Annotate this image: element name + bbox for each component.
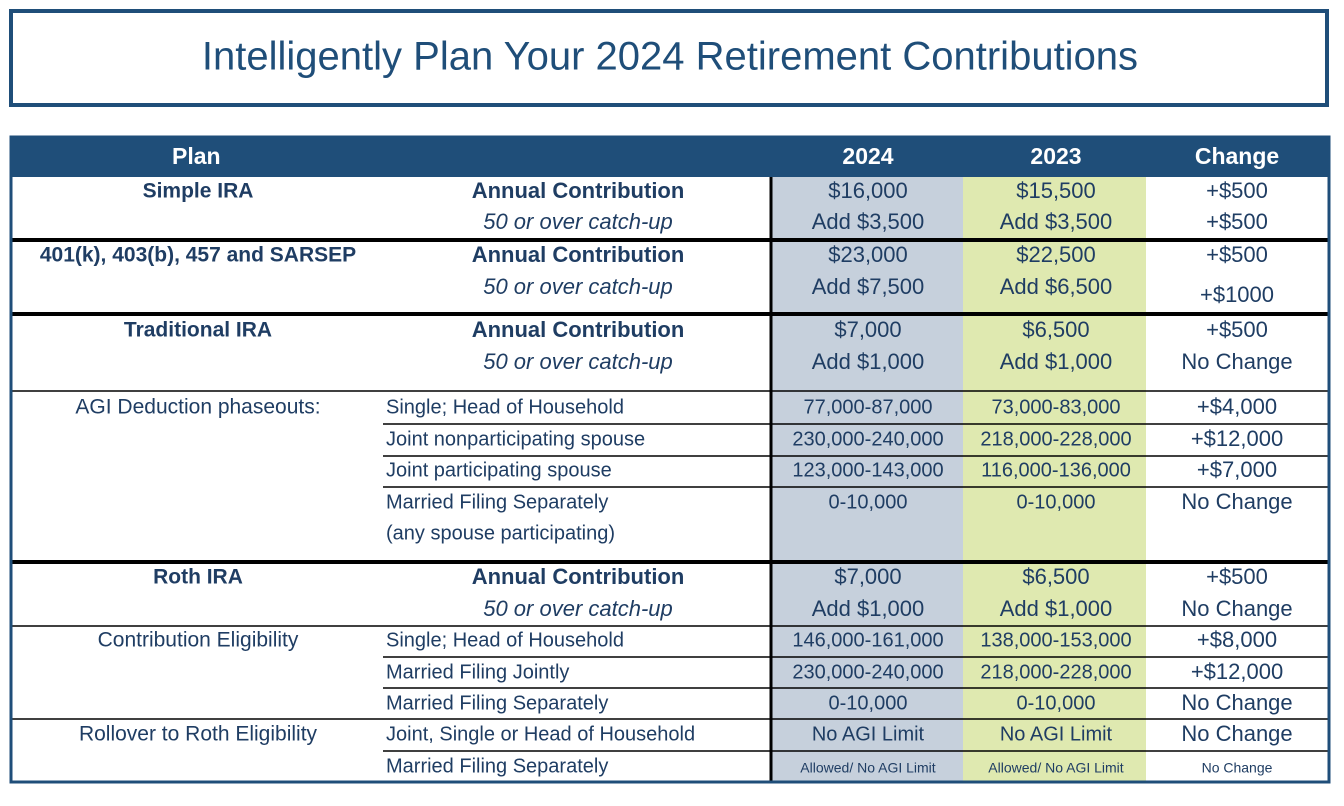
plan-name: AGI Deduction phaseouts:: [75, 396, 320, 419]
row-label: Joint participating spouse: [386, 459, 612, 481]
cell-value: +$8,000: [1197, 627, 1277, 652]
cell-value: No Change: [1202, 760, 1273, 776]
plan-name: Contribution Eligibility: [98, 629, 299, 652]
cell-value: No Change: [1181, 349, 1292, 374]
cell-value: 0-10,000: [829, 692, 908, 714]
cell-value: $7,000: [834, 317, 901, 342]
cell-value: Add $3,500: [812, 209, 925, 234]
title: Intelligently Plan Your 2024 Retirement …: [202, 35, 1138, 79]
cell-value: $16,000: [828, 178, 908, 203]
cell-value: $7,000: [834, 564, 901, 589]
cell-value: 73,000-83,000: [991, 396, 1120, 418]
cell-value: +$12,000: [1191, 426, 1283, 451]
cell-value: +$500: [1206, 242, 1268, 267]
row-label: Joint nonparticipating spouse: [386, 428, 645, 450]
row-label: Annual Contribution: [472, 178, 685, 203]
cell-value: No Change: [1181, 489, 1292, 514]
cell-value: 123,000-143,000: [792, 459, 943, 481]
title-box: [9, 9, 1329, 107]
col-2023-bg: [963, 177, 1146, 782]
cell-value: +$12,000: [1191, 659, 1283, 684]
plan-name: Simple IRA: [143, 180, 254, 203]
column-header: 2024: [842, 143, 893, 169]
cell-value: Allowed/ No AGI Limit: [800, 760, 935, 776]
row-label: Annual Contribution: [472, 564, 685, 589]
cell-value: Add $6,500: [1000, 274, 1113, 299]
cell-value: $23,000: [828, 242, 908, 267]
cell-value: $15,500: [1016, 178, 1096, 203]
cell-value: Add $1,000: [812, 596, 925, 621]
column-header: 2023: [1030, 143, 1081, 169]
cell-value: Add $1,000: [1000, 349, 1113, 374]
row-label: Married Filing Jointly: [386, 661, 569, 683]
table-border: [9, 135, 1331, 784]
row-label: Married Filing Separately: [386, 491, 608, 513]
cell-value: 116,000-136,000: [981, 459, 1131, 481]
row-label: 50 or over catch-up: [483, 349, 673, 374]
row-label: (any spouse participating): [386, 522, 615, 544]
row-label: Single; Head of Household: [386, 396, 624, 418]
cell-value: 146,000-161,000: [792, 629, 943, 651]
row-label: Married Filing Separately: [386, 692, 608, 714]
row-label: Joint, Single or Head of Household: [386, 723, 695, 745]
cell-value: 0-10,000: [1017, 692, 1096, 714]
plan-name: Rollover to Roth Eligibility: [79, 723, 318, 746]
row-label: Annual Contribution: [472, 242, 685, 267]
cell-value: +$1000: [1200, 282, 1274, 307]
cell-value: No Change: [1181, 721, 1292, 746]
cell-value: +$4,000: [1197, 394, 1277, 419]
cell-value: +$500: [1206, 209, 1268, 234]
cell-value: 0-10,000: [1017, 491, 1096, 513]
cell-value: 230,000-240,000: [792, 428, 943, 450]
row-label: 50 or over catch-up: [483, 274, 673, 299]
cell-value: Add $7,500: [812, 274, 925, 299]
cell-value: 0-10,000: [829, 491, 908, 513]
plan-name: 401(k), 403(b), 457 and SARSEP: [40, 244, 356, 267]
column-header: Plan: [172, 143, 221, 169]
cell-value: Add $1,000: [812, 349, 925, 374]
column-header: Change: [1195, 143, 1279, 169]
row-label: Married Filing Separately: [386, 755, 608, 777]
row-label: 50 or over catch-up: [483, 209, 673, 234]
row-label: 50 or over catch-up: [483, 596, 673, 621]
cell-value: No AGI Limit: [812, 723, 925, 745]
header-bar: [10, 137, 1330, 177]
cell-value: $6,500: [1022, 317, 1089, 342]
cell-value: 218,000-228,000: [980, 661, 1131, 683]
cell-value: Add $1,000: [1000, 596, 1113, 621]
cell-value: No Change: [1181, 690, 1292, 715]
cell-value: +$7,000: [1197, 457, 1277, 482]
cell-value: 138,000-153,000: [980, 629, 1131, 651]
cell-value: No Change: [1181, 596, 1292, 621]
cell-value: 230,000-240,000: [792, 661, 943, 683]
row-label: Annual Contribution: [472, 317, 685, 342]
cell-value: +$500: [1206, 564, 1268, 589]
cell-value: Allowed/ No AGI Limit: [988, 760, 1123, 776]
cell-value: No AGI Limit: [1000, 723, 1113, 745]
cell-value: +$500: [1206, 317, 1268, 342]
row-label: Single; Head of Household: [386, 629, 624, 651]
col-2024-bg: [771, 177, 963, 782]
cell-value: $6,500: [1022, 564, 1089, 589]
cell-value: 218,000-228,000: [980, 428, 1131, 450]
cell-value: 77,000-87,000: [803, 396, 932, 418]
cell-value: Add $3,500: [1000, 209, 1113, 234]
plan-name: Roth IRA: [153, 566, 243, 589]
plan-name: Traditional IRA: [124, 319, 272, 342]
cell-value: $22,500: [1016, 242, 1096, 267]
cell-value: +$500: [1206, 178, 1268, 203]
